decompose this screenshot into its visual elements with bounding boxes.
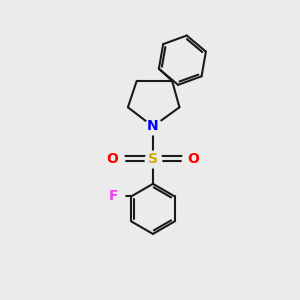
Text: S: S bbox=[148, 152, 158, 166]
Text: F: F bbox=[109, 189, 118, 203]
Text: N: N bbox=[147, 119, 159, 134]
Text: O: O bbox=[106, 152, 118, 166]
Text: O: O bbox=[188, 152, 200, 166]
